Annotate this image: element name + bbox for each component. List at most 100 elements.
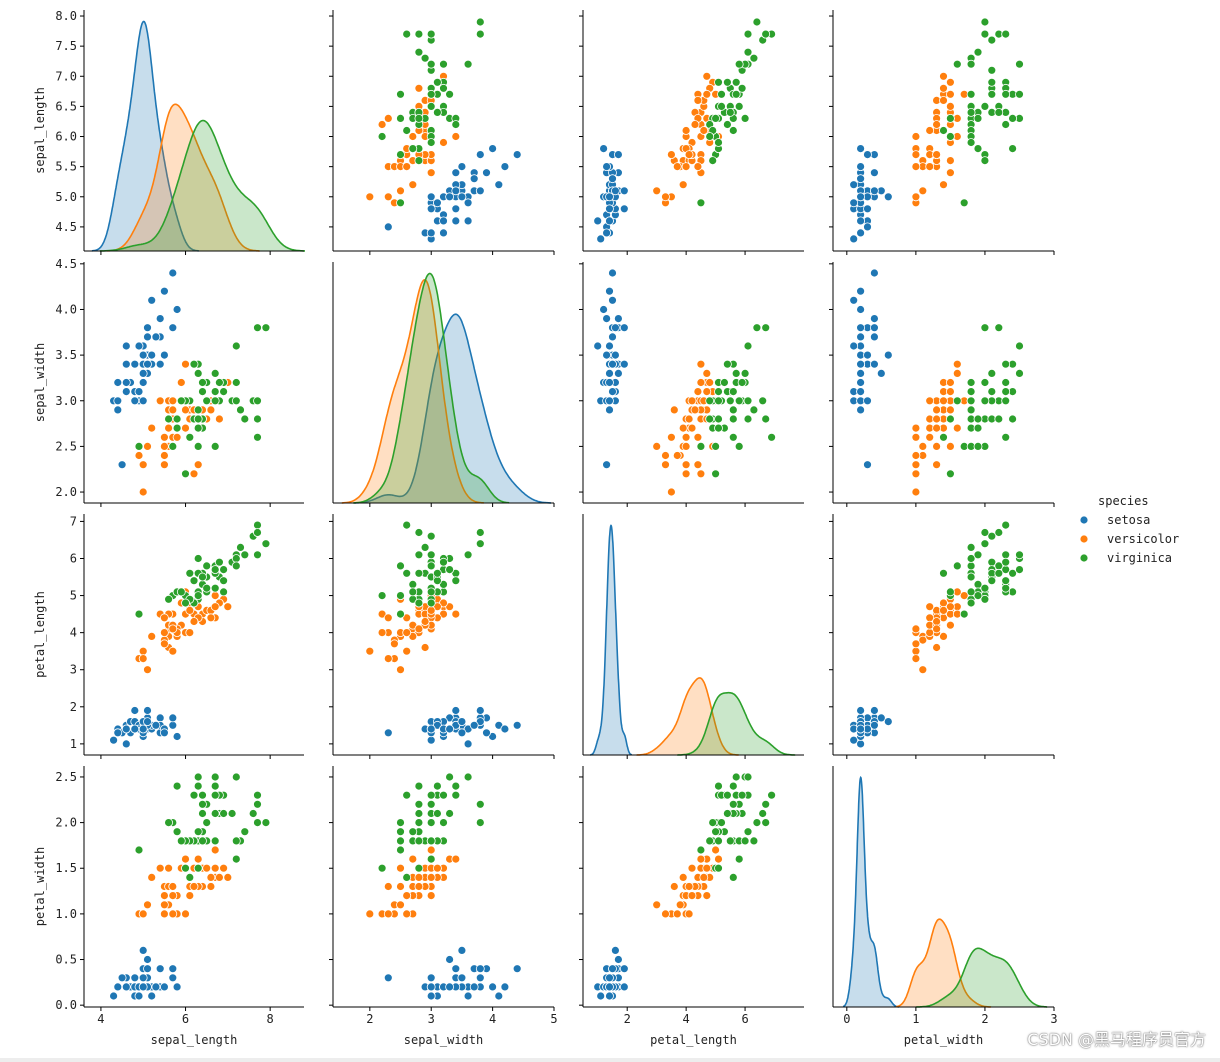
- panel-scatter-sepal-width-vs-petal-length: [579, 262, 804, 507]
- point-virginica-22: [761, 818, 771, 827]
- point-setosa-15: [512, 964, 522, 974]
- point-virginica-40: [210, 387, 220, 397]
- point-virginica-0: [193, 368, 203, 378]
- point-virginica-21: [980, 594, 990, 604]
- point-virginica-14: [172, 781, 182, 791]
- point-virginica-46: [193, 441, 203, 451]
- point-versicolor-35: [451, 854, 461, 864]
- y-tick-label: 1: [70, 737, 77, 751]
- point-setosa-14: [856, 305, 865, 314]
- point-virginica-7: [749, 405, 759, 415]
- point-virginica-25: [966, 554, 976, 563]
- panel-scatter-sepal-width-vs-petal-width: [829, 262, 1055, 507]
- point-versicolor-26: [414, 873, 424, 882]
- point-versicolor-0: [223, 873, 233, 882]
- point-virginica-9: [231, 341, 241, 351]
- point-virginica-26: [414, 836, 424, 846]
- point-virginica-45: [210, 396, 220, 406]
- point-setosa-18: [614, 150, 623, 160]
- point-virginica-8: [966, 561, 976, 571]
- point-setosa-49: [445, 982, 455, 992]
- point-setosa-8: [605, 405, 614, 415]
- y-axis-label-sepal-width: sepal_width: [33, 343, 47, 422]
- point-virginica-9: [463, 550, 473, 560]
- point-versicolor-40: [159, 891, 169, 900]
- point-setosa-37: [605, 341, 614, 351]
- point-virginica-45: [1001, 583, 1011, 593]
- point-setosa-13: [426, 991, 436, 1001]
- point-virginica-44: [210, 565, 220, 574]
- point-setosa-39: [856, 359, 865, 369]
- point-virginica-4: [202, 561, 212, 571]
- point-setosa-41: [383, 728, 393, 738]
- point-setosa-35: [138, 378, 148, 387]
- point-virginica-37: [198, 387, 207, 397]
- point-virginica-23: [193, 423, 203, 433]
- kde-fill-versicolor: [636, 677, 739, 755]
- panel-scatter-petal-width-vs-sepal-width: 2 3 4 5 sepal_width: [329, 766, 558, 1047]
- point-virginica-47: [202, 818, 212, 827]
- y-tick-label: 3: [70, 663, 77, 677]
- point-virginica-48: [1001, 359, 1011, 369]
- panel-scatter-sepal-width-vs-sepal-length: 2.0 2.5 3.0 3.5 4.0 4.5 sepal_width: [33, 257, 304, 507]
- point-versicolor-43: [383, 192, 393, 202]
- point-setosa-18: [475, 150, 485, 160]
- point-versicolor-16: [164, 863, 174, 873]
- point-virginica-17: [761, 323, 771, 333]
- point-versicolor-40: [693, 162, 703, 172]
- point-virginica-42: [172, 423, 182, 433]
- point-setosa-14: [599, 305, 608, 314]
- point-versicolor-32: [678, 423, 688, 433]
- point-virginica-33: [946, 414, 955, 424]
- panel-kde-petal-length: [582, 514, 804, 759]
- point-virginica-40: [728, 387, 738, 397]
- point-virginica-10: [439, 818, 448, 827]
- legend-marker-virginica: [1079, 553, 1089, 563]
- point-versicolor-25: [206, 613, 216, 623]
- point-virginica-43: [439, 790, 448, 800]
- point-setosa-25: [426, 192, 436, 202]
- point-versicolor-29: [911, 432, 921, 442]
- point-setosa-22: [593, 216, 603, 226]
- y-tick-label: 1.5: [55, 861, 77, 875]
- point-virginica-35: [253, 790, 262, 800]
- point-versicolor-49: [684, 882, 694, 891]
- point-setosa-42: [439, 228, 448, 238]
- x-tick-label: 4: [489, 1012, 496, 1026]
- point-virginica-32: [994, 108, 1004, 117]
- point-versicolor-31: [159, 639, 169, 649]
- point-versicolor-27: [959, 591, 969, 600]
- x-tick-label: 1: [912, 1012, 919, 1026]
- point-virginica-20: [731, 77, 741, 87]
- point-versicolor-12: [181, 909, 190, 919]
- point-virginica-6: [396, 198, 405, 208]
- point-virginica-7: [236, 405, 245, 415]
- point-setosa-44: [870, 323, 879, 333]
- point-setosa-44: [143, 964, 152, 974]
- point-versicolor-35: [181, 854, 190, 864]
- point-versicolor-40: [159, 613, 169, 623]
- point-virginica-47: [202, 583, 212, 593]
- point-setosa-43: [457, 946, 467, 955]
- point-versicolor-33: [408, 132, 418, 141]
- point-virginica-47: [980, 583, 990, 593]
- point-setosa-39: [608, 359, 617, 369]
- point-setosa-43: [883, 717, 893, 726]
- point-virginica-29: [231, 561, 241, 571]
- point-versicolor-23: [925, 602, 935, 612]
- point-setosa-47: [121, 378, 131, 387]
- point-virginica-42: [408, 144, 418, 154]
- point-versicolor-11: [687, 863, 697, 873]
- point-virginica-7: [966, 405, 976, 415]
- point-versicolor-9: [678, 180, 688, 190]
- point-versicolor-31: [672, 909, 682, 919]
- point-setosa-44: [475, 964, 485, 974]
- point-setosa-41: [117, 973, 127, 983]
- y-tick-label: 5: [70, 589, 77, 603]
- point-setosa-45: [426, 204, 436, 214]
- point-virginica-5: [426, 531, 436, 541]
- point-setosa-23: [445, 955, 455, 964]
- point-versicolor-29: [667, 432, 676, 442]
- point-virginica-34: [728, 432, 738, 442]
- point-versicolor-39: [681, 441, 691, 451]
